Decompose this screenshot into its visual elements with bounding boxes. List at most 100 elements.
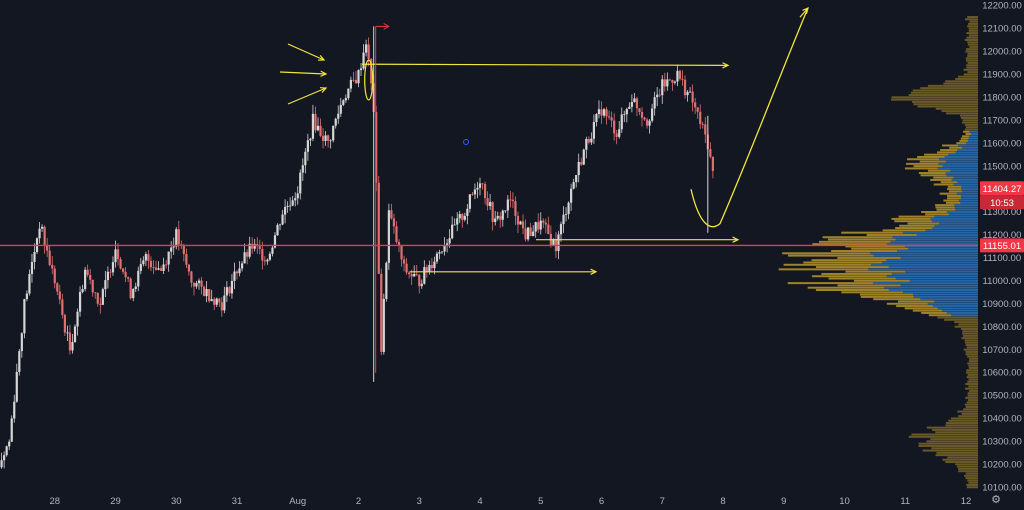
price-tick-label: 10200.00: [982, 459, 1022, 470]
candle-body: [5, 446, 8, 456]
profile-bar-volume: [851, 247, 909, 250]
profile-bar-value-area: [881, 261, 978, 264]
candle-body: [96, 293, 99, 304]
candle-body: [643, 117, 646, 120]
profile-bar-volume: [859, 293, 914, 296]
candle-body: [557, 234, 560, 252]
volume-profile: [778, 16, 978, 489]
candle-body: [415, 273, 418, 275]
time-tick-label: 30: [171, 496, 182, 507]
profile-bar-volume: [904, 167, 938, 170]
profile-bar-volume: [955, 77, 978, 80]
profile-bar-volume: [961, 135, 970, 138]
profile-bar-volume: [966, 369, 978, 372]
price-tick-label: 10800.00: [982, 322, 1022, 333]
price-tick-label: 12000.00: [982, 47, 1022, 58]
price-tick-label: 10100.00: [982, 482, 1022, 493]
candle-body: [613, 120, 616, 134]
profile-bar-volume: [945, 461, 978, 464]
profile-bar-volume: [968, 360, 978, 363]
price-tick-label: 10700.00: [982, 345, 1022, 356]
projection-curve[interactable]: [690, 7, 809, 228]
profile-bar-volume: [891, 96, 978, 99]
profile-bar-volume: [969, 45, 978, 48]
candle-body: [139, 264, 142, 271]
profile-bar-volume: [787, 282, 874, 285]
profile-bar-value-area: [932, 227, 978, 230]
candle-body: [625, 108, 628, 115]
profile-bar-volume: [873, 298, 921, 301]
profile-bar-volume: [968, 29, 978, 32]
candle-body: [542, 220, 545, 223]
pointer-arrow[interactable]: [279, 71, 327, 75]
profile-bar-volume: [948, 190, 963, 193]
candle-body: [620, 114, 623, 130]
candle-body: [111, 262, 115, 273]
pointer-arrow[interactable]: [287, 43, 325, 61]
pointer-arrow-head: [320, 70, 328, 77]
candle-body: [187, 264, 191, 272]
candle-body: [504, 210, 507, 212]
price-axis[interactable]: 10100.00 10200.00 10300.00 10400.00 10500.00…: [982, 1, 1022, 494]
candle-body: [167, 251, 170, 265]
profile-bar-volume: [967, 479, 978, 482]
candle-body: [453, 224, 456, 226]
candle-body: [380, 273, 383, 352]
candle-body: [175, 229, 178, 247]
candle-body: [552, 239, 555, 246]
candle-body: [597, 109, 601, 115]
candle-body: [30, 262, 34, 274]
profile-bar-volume: [968, 481, 978, 484]
profile-bar-value-area: [913, 295, 978, 298]
profile-bar-volume: [927, 84, 978, 87]
candle-body: [618, 129, 621, 137]
candle-body: [266, 259, 269, 262]
resistance-arrow[interactable]: [361, 63, 729, 66]
profile-bar-volume: [917, 155, 945, 158]
candle-body: [392, 218, 396, 227]
candle-body: [114, 249, 117, 263]
price-tick-label: 11500.00: [983, 161, 1022, 172]
profile-bar-volume: [910, 91, 978, 94]
profile-bar-volume: [803, 261, 882, 264]
pointer-arrow[interactable]: [287, 87, 327, 105]
candle-body: [314, 113, 317, 131]
candle-body: [238, 268, 241, 274]
candle-body: [633, 98, 636, 103]
profile-bar-volume: [967, 71, 978, 74]
profile-bar-volume: [841, 231, 903, 234]
candle-body: [324, 135, 327, 141]
profile-bar-volume: [930, 178, 952, 181]
profile-bar-volume: [967, 61, 978, 64]
profile-bar-volume: [946, 194, 961, 197]
profile-bar-volume: [943, 82, 978, 85]
candle-body: [185, 254, 188, 265]
candle-body: [709, 149, 712, 157]
time-tick-label: 2: [356, 496, 361, 507]
candle-body: [20, 333, 23, 352]
settings-gear-icon[interactable]: ⚙: [991, 494, 1001, 506]
candle-body: [347, 88, 350, 99]
candle-body: [296, 193, 299, 199]
profile-bar-volume: [967, 392, 978, 395]
candle-body: [567, 202, 570, 214]
candle-body: [425, 267, 428, 273]
candle-body: [119, 259, 122, 269]
profile-bar-volume: [941, 110, 978, 113]
profile-bar-value-area: [908, 247, 978, 250]
price-tick-label: 10300.00: [982, 437, 1022, 448]
time-axis[interactable]: 28 29 30 31 Aug 2 3 4 5 6 7 8 9 10 11 12: [49, 496, 971, 507]
candle-body: [595, 114, 598, 122]
profile-bar-volume: [945, 424, 978, 427]
profile-bar-volume: [963, 130, 970, 133]
profile-bar-volume: [964, 474, 978, 477]
profile-bar-volume: [968, 399, 978, 402]
profile-bar-volume: [841, 291, 903, 294]
candle-body: [197, 280, 201, 284]
candle-body: [696, 107, 699, 112]
highlight-ellipse[interactable]: [364, 59, 374, 101]
profile-bar-volume: [933, 176, 954, 179]
projection-arrow[interactable]: [799, 7, 809, 18]
profile-bar-volume: [787, 254, 874, 257]
